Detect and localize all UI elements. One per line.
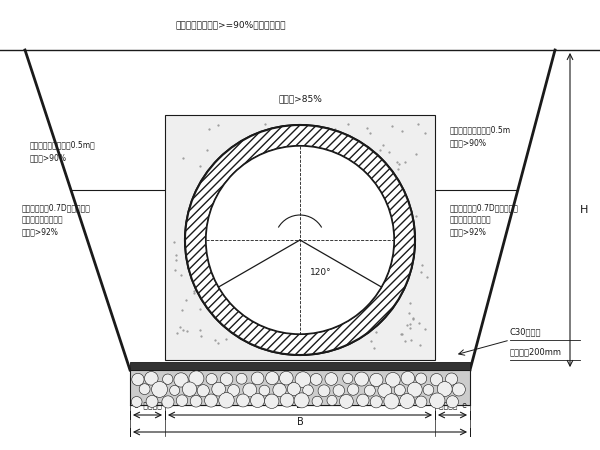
Circle shape [182,382,197,396]
Text: D: D [296,400,304,410]
Circle shape [445,373,458,385]
Text: 120°: 120° [310,268,332,277]
Text: 碎石垓层200mm: 碎石垓层200mm [510,347,562,356]
Circle shape [170,385,179,396]
Circle shape [327,396,337,405]
Circle shape [318,385,330,397]
Circle shape [287,382,301,396]
Circle shape [370,374,383,387]
Circle shape [452,383,466,396]
Circle shape [273,383,286,396]
Circle shape [190,396,202,407]
Circle shape [152,382,167,397]
Circle shape [407,382,422,397]
Circle shape [176,395,188,406]
Circle shape [228,385,239,396]
Circle shape [146,396,158,407]
Text: e  垓板厚度: e 垓板厚度 [134,401,161,410]
Circle shape [430,374,443,386]
Text: B: B [296,417,304,427]
Circle shape [401,371,415,385]
Circle shape [378,384,392,397]
Circle shape [364,385,376,396]
Circle shape [416,373,427,384]
Bar [130,362,470,370]
Bar [130,370,470,405]
Circle shape [139,384,150,395]
Circle shape [303,385,313,396]
Text: 垓板厚度  e: 垓板厚度 e [439,401,466,410]
Circle shape [386,373,400,387]
Circle shape [251,393,265,408]
Circle shape [259,385,270,396]
Circle shape [163,374,173,384]
Circle shape [131,396,142,407]
Circle shape [325,373,338,385]
Circle shape [212,382,226,396]
Circle shape [174,373,188,387]
Circle shape [446,396,458,408]
Circle shape [206,374,217,385]
Circle shape [310,374,322,385]
Text: 主初填区：到0.7D，满足回填: 主初填区：到0.7D，满足回填 [450,203,519,212]
Circle shape [243,383,257,397]
Circle shape [132,374,144,386]
Circle shape [236,394,250,407]
Circle shape [280,371,293,385]
Circle shape [197,385,209,397]
Circle shape [145,372,158,385]
Circle shape [251,372,264,385]
Text: C30混凝土: C30混凝土 [510,327,542,336]
Circle shape [205,394,218,407]
Circle shape [400,394,415,409]
Circle shape [312,396,322,406]
Bar [165,115,435,360]
Circle shape [185,125,415,355]
Text: H: H [580,205,589,215]
Circle shape [347,384,359,395]
Text: 密实填区：至管顶以0.5m，: 密实填区：至管顶以0.5m， [30,140,96,149]
Circle shape [280,393,294,407]
Circle shape [219,392,234,408]
Circle shape [343,374,353,383]
Circle shape [294,393,309,408]
Circle shape [415,396,427,408]
Text: 一般填区：密实度>=90%道同路基要求: 一般填区：密实度>=90%道同路基要求 [175,21,286,30]
Text: 密实度>90%: 密实度>90% [450,139,487,148]
Circle shape [423,384,434,395]
Circle shape [220,373,233,386]
Circle shape [189,371,204,386]
Text: 密实度>92%: 密实度>92% [450,228,487,237]
Text: 密实度>90%: 密实度>90% [30,153,67,162]
Circle shape [394,384,406,396]
Circle shape [437,382,452,396]
Text: 要求均匀原土回填，: 要求均匀原土回填， [450,216,491,225]
Circle shape [236,374,247,384]
Circle shape [333,385,344,396]
Text: 密实度>85%: 密实度>85% [278,94,322,103]
Circle shape [295,372,311,387]
Circle shape [357,394,369,406]
Circle shape [206,146,394,334]
Text: 要求均匀原土回填，: 要求均匀原土回填， [22,216,64,225]
Circle shape [384,394,399,409]
Circle shape [430,393,445,409]
Circle shape [355,372,368,386]
Circle shape [266,372,279,385]
Text: 密实度>92%: 密实度>92% [22,228,59,237]
Text: 主初填区：到0.7D，满足回填: 主初填区：到0.7D，满足回填 [22,203,91,212]
Text: 次回填区：至管顶以0.5m: 次回填区：至管顶以0.5m [450,126,511,135]
Circle shape [340,395,353,408]
Circle shape [265,394,279,409]
Circle shape [370,396,382,408]
Circle shape [162,396,174,408]
